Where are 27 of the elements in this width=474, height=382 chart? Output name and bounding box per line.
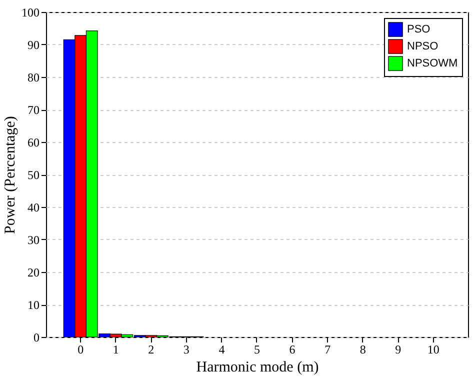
x-tick-label: 5 bbox=[254, 342, 260, 356]
x-tick-label: 0 bbox=[78, 342, 84, 356]
x-tick-label: 2 bbox=[148, 342, 154, 356]
y-tick-label: 90 bbox=[28, 38, 40, 52]
x-axis-title: Harmonic mode (m) bbox=[196, 360, 319, 376]
x-tick-label: 6 bbox=[289, 342, 296, 356]
x-tick-label: 8 bbox=[360, 342, 366, 356]
y-tick-label: 50 bbox=[28, 168, 40, 182]
y-tick-label: 70 bbox=[28, 103, 40, 117]
x-tick-label: 10 bbox=[427, 342, 440, 356]
y-tick-label: 30 bbox=[28, 233, 40, 247]
y-tick-label: 0 bbox=[34, 330, 40, 344]
y-tick-label: 60 bbox=[28, 136, 40, 150]
y-tick-label: 100 bbox=[22, 6, 40, 20]
x-tick-label: 7 bbox=[324, 342, 331, 356]
legend-label: PSO bbox=[407, 24, 431, 36]
legend-label: NPSOWM bbox=[407, 58, 458, 70]
x-tick-label: 9 bbox=[395, 342, 402, 356]
x-tick-label: 4 bbox=[218, 342, 225, 356]
legend-label: NPSO bbox=[407, 40, 439, 52]
y-tick-label: 10 bbox=[28, 298, 40, 312]
y-axis-title: Power (Percentage) bbox=[2, 116, 18, 234]
x-tick-label: 3 bbox=[183, 342, 190, 356]
y-tick-label: 40 bbox=[28, 200, 40, 214]
y-tick-label: 80 bbox=[28, 70, 40, 84]
x-tick-label: 1 bbox=[112, 342, 119, 356]
y-tick-label: 20 bbox=[28, 266, 40, 280]
